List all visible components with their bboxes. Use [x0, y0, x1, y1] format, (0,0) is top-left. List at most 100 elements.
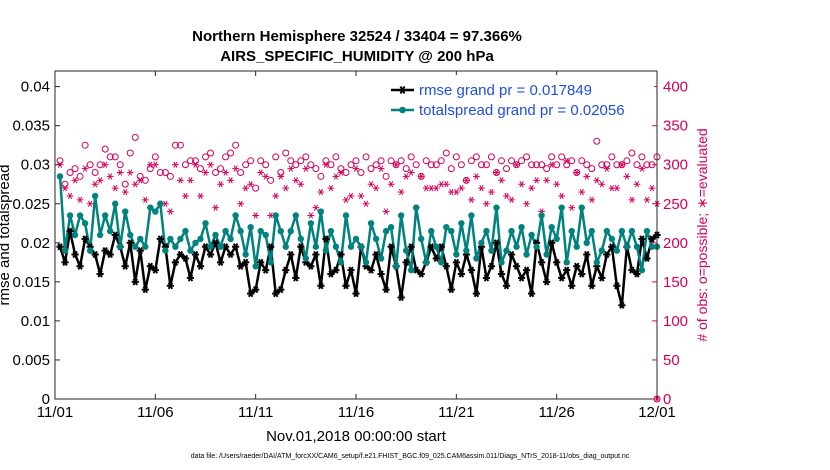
obs-evaluated-point	[372, 184, 380, 192]
obs-possible-point	[101, 145, 109, 153]
obs-evaluated-point-stroke	[243, 184, 248, 192]
obs-evaluated-point	[377, 165, 385, 172]
obs-evaluated-point-stroke	[368, 181, 374, 188]
rmse-point	[367, 266, 375, 274]
obs-evaluated-point-stroke	[489, 188, 494, 196]
totalspread-point	[252, 263, 259, 270]
totalspread-point	[523, 251, 530, 258]
totalspread-point	[573, 243, 580, 250]
obs-possible-point	[402, 165, 410, 173]
obs-evaluated-point	[182, 192, 189, 200]
obs-possible-point	[533, 161, 541, 169]
rmse-point	[457, 270, 465, 278]
rmse-point-stroke	[353, 289, 359, 298]
obs-evaluated-point-stroke	[148, 161, 153, 168]
totalspread-point	[81, 220, 89, 227]
totalspread-point	[222, 227, 229, 235]
rmse-point	[452, 258, 460, 266]
obs-possible-point	[81, 141, 89, 149]
obs-evaluated-point	[493, 169, 500, 176]
obs-possible-point	[427, 161, 435, 169]
rmse-point	[603, 250, 611, 259]
rmse-point-stroke	[548, 239, 555, 247]
obs-possible-point	[312, 165, 320, 173]
obs-evaluated-point-stroke	[439, 181, 444, 188]
rmse-point	[257, 258, 265, 266]
rmse-point	[598, 274, 606, 282]
totalspread-point	[192, 239, 199, 247]
rmse-point-stroke	[247, 289, 254, 298]
y2-tick-label: 400	[663, 79, 688, 96]
y-axis-right: 0 50 100 150 200 250 300 350 400	[652, 79, 688, 408]
obs-possible-point	[633, 161, 641, 169]
rmse-point	[472, 289, 480, 298]
rmse-point-stroke	[308, 262, 314, 270]
rmse-point	[307, 262, 315, 270]
rmse-point-stroke	[207, 250, 214, 259]
totalspread-point	[277, 227, 284, 235]
obs-evaluated-point	[498, 177, 505, 184]
obs-possible-point	[227, 149, 235, 157]
obs-evaluated-point	[593, 177, 601, 184]
obs-possible-point	[347, 161, 355, 169]
totalspread-point	[56, 173, 64, 180]
rmse-point-stroke	[443, 262, 449, 270]
rmse-point-stroke	[72, 250, 78, 259]
obs-possible-point	[121, 180, 129, 188]
obs-possible-point	[66, 169, 74, 177]
totalspread-point	[372, 235, 380, 243]
obs-evaluated-point	[252, 212, 260, 219]
x-tick-label: 11/11	[238, 404, 273, 421]
totalspread-point	[533, 243, 540, 250]
totalspread-point	[443, 223, 450, 231]
obs-possible-point	[111, 153, 119, 161]
rmse-point-stroke	[373, 250, 379, 259]
obs-evaluated-point-stroke	[479, 184, 484, 192]
totalspread-point	[347, 243, 355, 250]
rmse-point	[196, 262, 205, 270]
obs-possible-point	[437, 157, 445, 165]
rmse-point	[387, 243, 395, 251]
obs-evaluated-point	[86, 200, 94, 207]
obs-evaluated-point	[553, 181, 561, 188]
rmse-point-stroke	[273, 289, 279, 298]
totalspread-point	[327, 227, 335, 235]
obs-evaluated-point-stroke	[133, 181, 138, 188]
obs-evaluated-point	[237, 200, 245, 207]
obs-possible-point	[518, 157, 526, 165]
totalspread-point	[117, 243, 124, 250]
rmse-point-stroke	[513, 262, 520, 270]
obs-evaluated-point	[192, 161, 199, 168]
rmse-point-stroke	[348, 266, 354, 274]
totalspread-point	[237, 227, 244, 235]
obs-evaluated-point-stroke	[609, 184, 614, 192]
totalspread-point	[603, 227, 611, 235]
totalspread-point	[312, 243, 320, 250]
obs-evaluated-point	[202, 169, 209, 176]
totalspread-point	[182, 227, 189, 235]
rmse-point	[171, 258, 179, 266]
y2-axis-label: # of obs: o=possible; ∗=evaluated	[694, 128, 710, 341]
obs-evaluated-point-stroke	[82, 165, 88, 172]
obs-possible-point	[477, 161, 485, 169]
rmse-point-stroke	[579, 270, 585, 278]
totalspread-point	[643, 227, 651, 235]
totalspread-point	[518, 223, 525, 231]
obs-evaluated-point	[207, 161, 214, 168]
rmse-point-stroke	[498, 270, 505, 278]
rmse-point-stroke	[408, 243, 414, 251]
rmse-point	[166, 282, 174, 290]
obs-evaluated-point-stroke	[143, 196, 148, 204]
rmse-point	[176, 250, 185, 259]
x-axis-label: Nov.01,2018 00:00:00 start	[266, 428, 447, 445]
obs-evaluated-point	[508, 196, 515, 204]
rmse-point	[377, 270, 385, 278]
obs-evaluated-point-stroke	[594, 177, 599, 184]
x-tick-label: 11/01	[37, 404, 73, 421]
obs-possible-point	[126, 149, 134, 157]
obs-possible-point	[357, 169, 365, 177]
obs-evaluated-point-stroke	[308, 212, 313, 219]
rmse-point-stroke	[288, 250, 294, 259]
obs-evaluated-point-stroke	[87, 200, 93, 207]
rmse-point-stroke	[293, 274, 299, 282]
